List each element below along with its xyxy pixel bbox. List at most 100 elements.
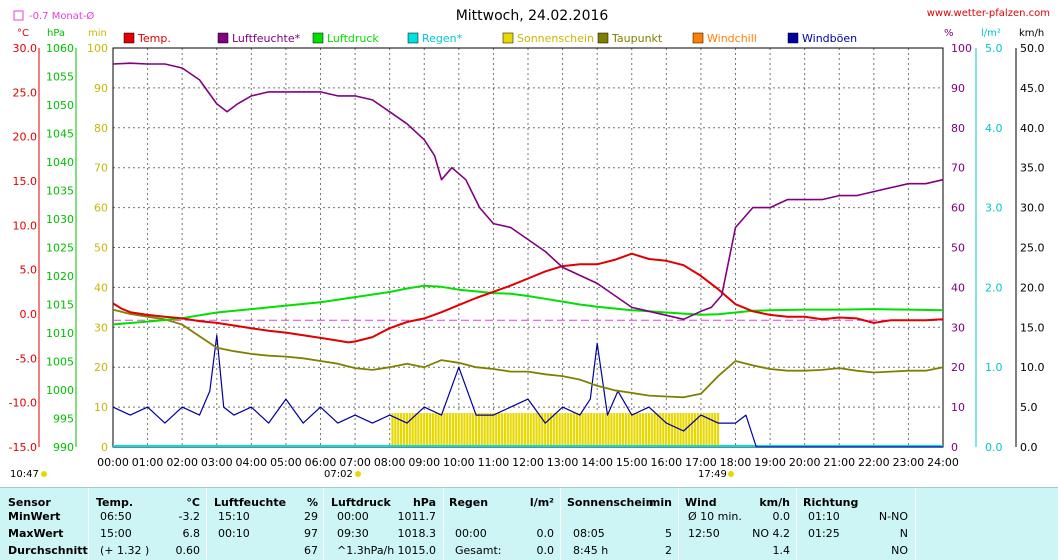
sunshine-bar [449, 413, 452, 446]
percent-axis-tick: 60 [951, 202, 965, 215]
row-label: MinWert [8, 510, 61, 523]
header-rain-unit: l/m² [529, 496, 554, 509]
hour-axis-tick: 06:00 [305, 456, 337, 469]
minutes-axis-tick: 80 [94, 122, 108, 135]
sunshine-bar [590, 413, 593, 446]
sunshine-time: 8:45 h [573, 544, 609, 557]
column-divider [206, 488, 207, 560]
sunshine-bar [685, 413, 688, 446]
sunshine-bar [598, 413, 602, 446]
legend-swatch-humidity [217, 32, 229, 44]
sunshine-bar [457, 413, 460, 446]
wind-axis-tick: 50.0 [1020, 42, 1045, 55]
header-humidity: Luftfeuchte [214, 496, 287, 509]
wind-value: 1.4 [772, 544, 791, 557]
pressure-time: 09:30 [337, 527, 369, 540]
rain-axis-tick: 3.0 [985, 202, 1003, 215]
sunshine-bar [428, 413, 432, 446]
sunshine-bar [656, 413, 659, 446]
temp-axis-tick: 5.0 [20, 264, 38, 277]
rain-time: 00:00 [455, 527, 487, 540]
sunshine-bar [644, 413, 648, 446]
wind-axis-tick: 30.0 [1020, 202, 1045, 215]
header-rain: Regen [449, 496, 489, 509]
sunshine-bar [714, 413, 717, 446]
sunshine-bar [673, 413, 676, 446]
sunshine-bar [477, 413, 481, 446]
sunshine-bar [670, 413, 674, 446]
sunshine-bar [495, 413, 498, 446]
pressure-axis-tick: 1015 [46, 299, 74, 312]
hour-axis-tick: 18:00 [720, 456, 752, 469]
site-url[interactable]: www.wetter-pfalzen.com [927, 8, 1050, 19]
chart-grid [112, 47, 944, 448]
minutes-axis-tick: 0 [101, 441, 108, 454]
humidity-time: 00:10 [218, 527, 250, 540]
sunshine-bar [446, 413, 449, 446]
minutes-axis-tick: 30 [94, 321, 108, 334]
sunshine-bar [665, 413, 668, 446]
minutes-axis-tick: 60 [94, 202, 108, 215]
sunshine-bar [699, 413, 702, 446]
wind-axis-tick: 10.0 [1020, 361, 1045, 374]
wind-axis-tick: 25.0 [1020, 242, 1045, 255]
legend-swatch-temp [123, 32, 135, 44]
sunshine-bar [607, 413, 610, 446]
legend-label-gust: Windböen [802, 32, 857, 45]
direction-time: 01:10 [808, 510, 840, 523]
sunshine-bar [425, 413, 429, 446]
chart-axes: 30.0 25.0 20.0 15.0 10.0 5.0 0.0 -5.0 -10.0 -15.0… [9, 42, 1045, 469]
hour-axis-tick: 01:00 [132, 456, 164, 469]
sunshine-bar [667, 413, 671, 446]
sunshine-bar [647, 413, 650, 446]
sunshine-bar [693, 413, 697, 446]
temp-axis-tick: -5.0 [16, 352, 37, 365]
sunshine-bar [610, 413, 613, 446]
statistics-table: Sensor Temp. °C Luftfeuchte% Luftdruck hPa Reg… [0, 487, 1058, 560]
sunshine-bar [558, 413, 561, 446]
sunshine-bar [578, 413, 581, 446]
column-divider [796, 488, 797, 560]
sunshine-bar [593, 413, 596, 446]
pressure-time: ^1.3hPa/h [337, 544, 395, 557]
hour-axis-tick: 03:00 [201, 456, 233, 469]
sunshine-bar [480, 413, 483, 446]
sunshine-bar [630, 413, 633, 446]
sunshine-bar [405, 413, 408, 446]
temp-axis-tick: 25.0 [13, 86, 38, 99]
rain-value: 0.0 [536, 527, 555, 540]
sunshine-bar [391, 413, 394, 446]
sunshine-bar [570, 413, 573, 446]
sunshine-bar [702, 413, 705, 446]
sunshine-bar [512, 413, 515, 446]
sunshine-bar [567, 413, 570, 446]
sunshine-bar [662, 413, 665, 446]
sunshine-bar [408, 413, 411, 446]
pressure-axis-tick: 1045 [46, 128, 74, 141]
header-sensor: Sensor [8, 496, 51, 509]
pressure-axis-tick: 995 [53, 413, 74, 426]
legend-label-temp: Temp. [137, 32, 171, 45]
temp-axis-tick: 30.0 [13, 42, 38, 55]
sunshine-bar [716, 413, 720, 446]
temp-axis-tick: 15.0 [13, 175, 38, 188]
wind-axis-tick: 40.0 [1020, 122, 1045, 135]
rain-time: Gesamt: [455, 544, 502, 557]
month-avg-marker-icon [13, 10, 24, 21]
column-divider [443, 488, 444, 560]
column-divider [915, 488, 916, 560]
hour-axis-tick: 15:00 [616, 456, 648, 469]
wind-value: 0.0 [772, 510, 791, 523]
sunshine-bar [688, 413, 691, 446]
sunshine-bar [601, 413, 604, 446]
humidity-value: 67 [304, 544, 318, 557]
sunshine-bar [497, 413, 501, 446]
pressure-axis-tick: 1005 [46, 356, 74, 369]
legend-swatch-windchill [692, 32, 704, 44]
sunshine-bar [417, 413, 420, 446]
sunshine-bar [552, 413, 555, 446]
header-sunshine: Sonnenschein [567, 496, 654, 509]
sunshine-time: 08:05 [573, 527, 605, 540]
pressure-axis-tick: 1010 [46, 327, 74, 340]
sunshine-bar [616, 413, 619, 446]
